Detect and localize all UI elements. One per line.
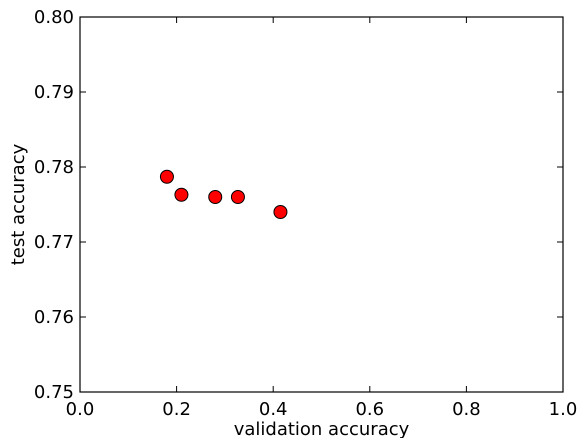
- y-tick-label: 0.80: [34, 7, 74, 28]
- data-points: [159, 169, 288, 219]
- x-tick-label: 0.4: [259, 399, 288, 420]
- y-tick-label: 0.79: [34, 82, 74, 103]
- y-axis-label: test accuracy: [8, 143, 29, 265]
- y-tick-label: 0.75: [34, 382, 74, 403]
- ticks-layer: [79, 16, 564, 393]
- data-point: [230, 190, 245, 204]
- data-point: [174, 187, 189, 202]
- x-axis-label: validation accuracy: [234, 419, 410, 438]
- data-point: [273, 205, 288, 219]
- x-tick-label: 0.0: [66, 399, 95, 420]
- data-point: [208, 190, 223, 204]
- x-tick-label: 1.0: [549, 399, 578, 420]
- y-tick-labels: 0.75 0.76 0.77 0.78 0.79 0.80: [34, 7, 74, 403]
- y-tick-label: 0.76: [34, 307, 74, 328]
- data-point: [159, 169, 174, 184]
- x-tick-label: 0.2: [162, 399, 191, 420]
- x-tick-labels: 0.0 0.2 0.4 0.6 0.8 1.0: [66, 399, 578, 420]
- y-tick-label: 0.78: [34, 157, 74, 178]
- x-tick-label: 0.8: [452, 399, 481, 420]
- plot-frame: [79, 16, 564, 393]
- x-tick-label: 0.6: [355, 399, 384, 420]
- y-tick-label: 0.77: [34, 232, 74, 253]
